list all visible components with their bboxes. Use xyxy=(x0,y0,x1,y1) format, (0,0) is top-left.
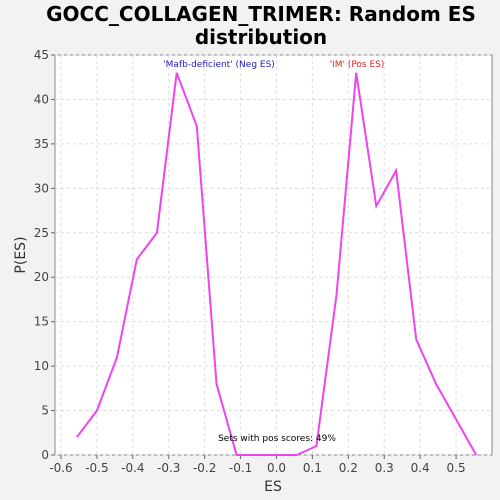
y-tick-label: 15 xyxy=(34,315,49,329)
x-tick-label: -0.4 xyxy=(121,461,144,475)
x-tick-label: -0.2 xyxy=(193,461,216,475)
x-tick-label: -0.6 xyxy=(49,461,72,475)
x-tick-label: -0.5 xyxy=(85,461,108,475)
y-tick-label: 10 xyxy=(34,359,49,373)
grid xyxy=(55,54,492,456)
series-layer xyxy=(76,72,478,456)
x-tick-label: 0.3 xyxy=(375,461,394,475)
y-tick-label: 35 xyxy=(34,137,49,151)
y-tick-label: 45 xyxy=(34,48,49,62)
x-tick-label: 0.4 xyxy=(411,461,430,475)
chart-title-line2: distribution xyxy=(195,25,327,49)
pos-es-annotation: 'IM' (Pos ES) xyxy=(330,60,385,70)
chart-title-line1: GOCC_COLLAGEN_TRIMER: Random ES xyxy=(46,2,476,26)
x-tick-label: -0.1 xyxy=(229,461,252,475)
y-tick-label: 25 xyxy=(34,226,49,240)
x-tick-label: 0.0 xyxy=(267,461,286,475)
x-tick-label: 0.5 xyxy=(447,461,466,475)
axis-ticks: 0 5 10 15 20 25 30 35 40 45 -0.6 -0.5 -0.4 -0.3 -0.2 -0… xyxy=(34,48,466,475)
y-tick-label: 5 xyxy=(41,404,49,418)
y-tick-label: 40 xyxy=(34,92,49,106)
x-tick-label: 0.2 xyxy=(339,461,358,475)
y-tick-label: 30 xyxy=(34,181,49,195)
sets-pos-annotation: Sets with pos scores: 49% xyxy=(218,434,336,444)
series-line xyxy=(76,72,478,456)
y-tick-label: 20 xyxy=(34,270,49,284)
neg-es-annotation: 'Mafb-deficient' (Neg ES) xyxy=(163,60,275,70)
x-tick-label: -0.3 xyxy=(157,461,180,475)
y-tick-label: 0 xyxy=(41,448,49,462)
x-tick-label: 0.1 xyxy=(303,461,322,475)
plot-area xyxy=(54,54,493,456)
x-axis-title: ES xyxy=(264,479,282,495)
y-axis-title: P(ES) xyxy=(13,236,29,273)
